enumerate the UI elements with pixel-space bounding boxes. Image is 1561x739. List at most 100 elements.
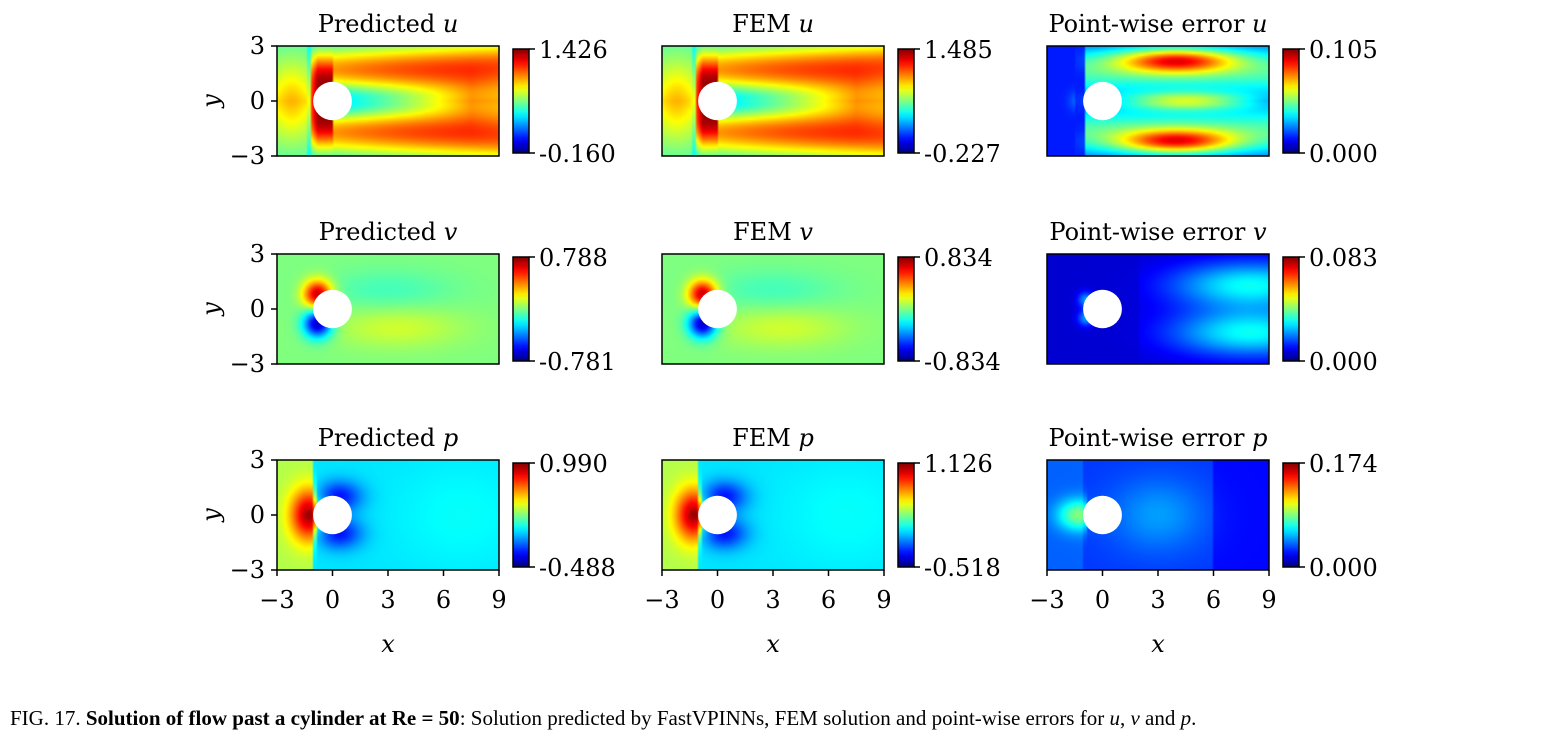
x-tick-label: 3 xyxy=(380,586,395,614)
y-tick-label: −3 xyxy=(230,350,265,378)
x-tick-label: 0 xyxy=(325,586,340,614)
panel-title: FEM u xyxy=(732,10,814,38)
colorbar-max-label: 0.834 xyxy=(924,244,993,272)
y-axis-label: y xyxy=(197,302,225,317)
cylinder-mask xyxy=(313,495,352,535)
x-tick-label: 9 xyxy=(1261,586,1276,614)
y-tick-label: 3 xyxy=(250,240,265,268)
x-axis-label: x xyxy=(381,630,395,658)
x-tick-label: 6 xyxy=(1206,586,1221,614)
field-heatmap xyxy=(1047,460,1269,570)
panel-title: Point-wise error u xyxy=(1048,10,1267,38)
cylinder-mask xyxy=(698,495,737,535)
figure-caption: FIG. 17. Solution of flow past a cylinde… xyxy=(10,706,1555,731)
field-heatmap xyxy=(662,460,884,570)
y-tick-label: 0 xyxy=(250,87,265,115)
panel-title: Point-wise error p xyxy=(1049,424,1268,452)
x-tick-label: 9 xyxy=(491,586,506,614)
caption-u: u xyxy=(1109,706,1120,730)
x-tick-label: 9 xyxy=(876,586,891,614)
x-tick-label: 0 xyxy=(710,586,725,614)
colorbar-min-label: -0.160 xyxy=(539,140,616,168)
caption-prefix: FIG. 17. xyxy=(10,706,86,730)
caption-p: p xyxy=(1180,706,1192,730)
y-tick-label: −3 xyxy=(230,556,265,584)
cylinder-mask xyxy=(698,289,737,329)
colorbar-max-label: 0.083 xyxy=(1309,244,1378,272)
colorbar-min-label: -0.227 xyxy=(924,140,1001,168)
field-heatmap xyxy=(662,254,884,364)
colorbar xyxy=(897,462,915,568)
y-tick-label: 3 xyxy=(250,32,265,60)
panel-u_err: Point-wise error u 0.105 0.000 xyxy=(1046,10,1378,168)
caption-bold: Solution of flow past a cylinder at Re =… xyxy=(85,706,460,730)
field-heatmap xyxy=(277,254,499,364)
panel-v_err: Point-wise error v 0.083 0.000 xyxy=(1046,218,1378,376)
colorbar-min-label: 0.000 xyxy=(1309,140,1378,168)
panel-v_pred: Predicted v 3 0 −3 y 0.788 -0.781 xyxy=(197,218,616,378)
field-heatmap xyxy=(662,46,884,156)
colorbar xyxy=(897,256,915,362)
colorbar-min-label: -0.834 xyxy=(924,348,1001,376)
y-tick-label: 0 xyxy=(250,295,265,323)
plot-frame xyxy=(1046,45,1270,157)
panel-title: Predicted p xyxy=(318,424,459,452)
colorbar-max-label: 1.485 xyxy=(924,36,993,64)
colorbar-min-label: 0.000 xyxy=(1309,554,1378,582)
colorbar-max-label: 0.788 xyxy=(539,244,608,272)
colorbar-min-label: -0.488 xyxy=(539,554,616,582)
x-tick-label: 3 xyxy=(765,586,780,614)
colorbar-max-label: 0.990 xyxy=(539,450,608,478)
panel-title: Predicted u xyxy=(318,10,459,38)
x-tick-label: 0 xyxy=(1095,586,1110,614)
colorbar-max-label: 0.174 xyxy=(1309,450,1378,478)
caption-end: . xyxy=(1191,706,1197,730)
cylinder-mask xyxy=(698,81,737,121)
field-heatmap xyxy=(277,460,499,570)
x-axis-label: x xyxy=(1151,630,1165,658)
y-tick-label: −3 xyxy=(230,142,265,170)
panel-title: FEM v xyxy=(733,218,813,246)
plot-frame xyxy=(1046,253,1270,365)
field-heatmap xyxy=(1047,254,1269,364)
colorbar-min-label: -0.781 xyxy=(539,348,616,376)
panel-title: Predicted v xyxy=(319,218,458,246)
field-heatmap xyxy=(1047,46,1269,156)
colorbar-max-label: 1.426 xyxy=(539,36,608,64)
x-tick-label: 6 xyxy=(436,586,451,614)
x-tick-label: 3 xyxy=(1150,586,1165,614)
y-tick-label: 3 xyxy=(250,446,265,474)
colorbar xyxy=(1282,256,1300,362)
x-tick-label: 6 xyxy=(821,586,836,614)
cylinder-mask xyxy=(313,81,352,121)
x-tick-label: −3 xyxy=(644,586,679,614)
colorbar xyxy=(512,462,530,568)
field-heatmap xyxy=(277,46,499,156)
x-axis-label: x xyxy=(766,630,780,658)
panel-p_pred: Predicted p 3 0 −3 y −3 0 3 6 9 x 0.990 -0.488 xyxy=(197,424,616,658)
colorbar xyxy=(1282,462,1300,568)
plot-frame xyxy=(661,253,885,365)
caption-v: v xyxy=(1130,706,1140,730)
cylinder-mask xyxy=(1083,81,1122,121)
cylinder-mask xyxy=(313,289,352,329)
cylinder-mask xyxy=(1083,289,1122,329)
panel-p_fem: FEM p −3 0 3 6 9 x 1.126 -0.518 xyxy=(644,424,1001,658)
colorbar-min-label: -0.518 xyxy=(924,554,1001,582)
colorbar xyxy=(512,48,530,154)
x-tick-label: −3 xyxy=(1029,586,1064,614)
colorbar xyxy=(1282,48,1300,154)
y-axis-label: y xyxy=(197,94,225,109)
colorbar xyxy=(512,256,530,362)
caption-sep2: and xyxy=(1139,706,1181,730)
figure-panels: Predicted u 3 0 −3 y 1.426 -0.160 FEM u 1.485 -0.… xyxy=(197,10,1378,658)
panel-title: FEM p xyxy=(732,424,814,452)
x-tick-label: −3 xyxy=(259,586,294,614)
y-tick-label: 0 xyxy=(250,501,265,529)
colorbar-max-label: 0.105 xyxy=(1309,36,1378,64)
panel-u_fem: FEM u 1.485 -0.227 xyxy=(661,10,1001,168)
panel-p_err: Point-wise error p −3 0 3 6 9 x 0.174 0.000 xyxy=(1029,424,1377,658)
cylinder-mask xyxy=(1083,495,1122,535)
panel-v_fem: FEM v 0.834 -0.834 xyxy=(661,218,1001,376)
caption-rest: : Solution predicted by FastVPINNs, FEM … xyxy=(459,706,1110,730)
